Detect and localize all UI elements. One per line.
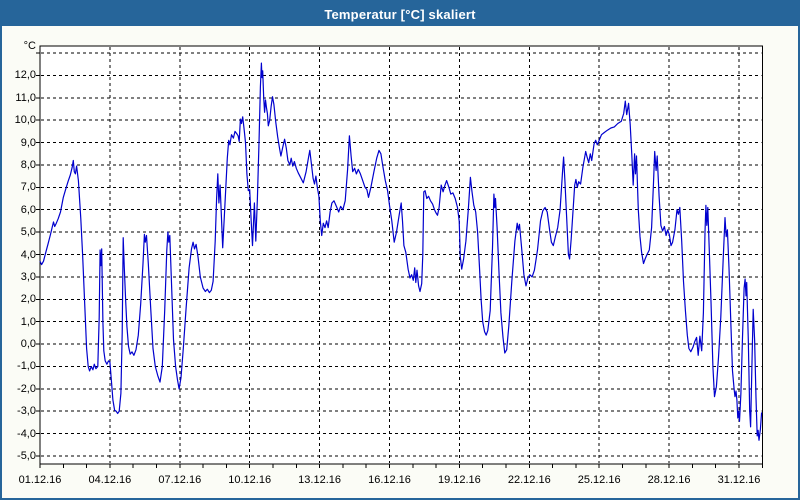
y-tick-label: 12,0 xyxy=(14,69,36,82)
y-tick-label: 4,0 xyxy=(20,248,36,261)
y-tick-label: 2,0 xyxy=(20,293,36,306)
chart-canvas[interactable] xyxy=(2,26,800,500)
y-tick-label: 9,0 xyxy=(20,136,36,149)
y-tick-label: -2,0 xyxy=(17,382,36,395)
x-tick-label: 31.12.16 xyxy=(717,474,761,486)
y-tick-label: -3,0 xyxy=(17,405,36,418)
x-tick-label: 10.12.16 xyxy=(228,474,272,486)
x-tick-label: 28.12.16 xyxy=(647,474,691,486)
x-tick-label: 07.12.16 xyxy=(158,474,202,486)
y-tick-label: -5,0 xyxy=(17,450,36,463)
y-axis-unit-label: °C xyxy=(23,40,36,52)
y-tick-label: 1,0 xyxy=(20,315,36,328)
y-tick-label: 3,0 xyxy=(20,270,36,283)
y-tick-label: -4,0 xyxy=(17,427,36,440)
chart-area: °C 12,0 11,0 10,0 9,0 8,0 7,0 6,0 5,0 4,0 3,0 2,0 1… xyxy=(2,26,798,498)
title-bar: Temperatur [°C] skaliert xyxy=(2,2,798,26)
x-tick-label: 01.12.16 xyxy=(18,474,62,486)
chart-title: Temperatur [°C] skaliert xyxy=(324,6,476,22)
y-tick-label: 8,0 xyxy=(20,158,36,171)
x-tick-label: 19.12.16 xyxy=(437,474,481,486)
y-tick-label: 11,0 xyxy=(15,91,36,104)
x-tick-label: 16.12.16 xyxy=(368,474,411,486)
x-tick-label: 13.12.16 xyxy=(298,474,341,486)
x-tick-label: 04.12.16 xyxy=(88,474,132,486)
y-tick-label: 10,0 xyxy=(14,114,36,127)
y-tick-label: -1,0 xyxy=(17,360,36,373)
y-tick-label: 5,0 xyxy=(20,226,36,239)
y-tick-label: 0,0 xyxy=(20,338,36,351)
x-tick-label: 25.12.16 xyxy=(577,474,621,486)
y-tick-label: 6,0 xyxy=(20,203,36,216)
y-tick-label: 7,0 xyxy=(20,181,36,194)
x-tick-label: 22.12.16 xyxy=(507,474,551,486)
temperature-line xyxy=(39,62,763,441)
